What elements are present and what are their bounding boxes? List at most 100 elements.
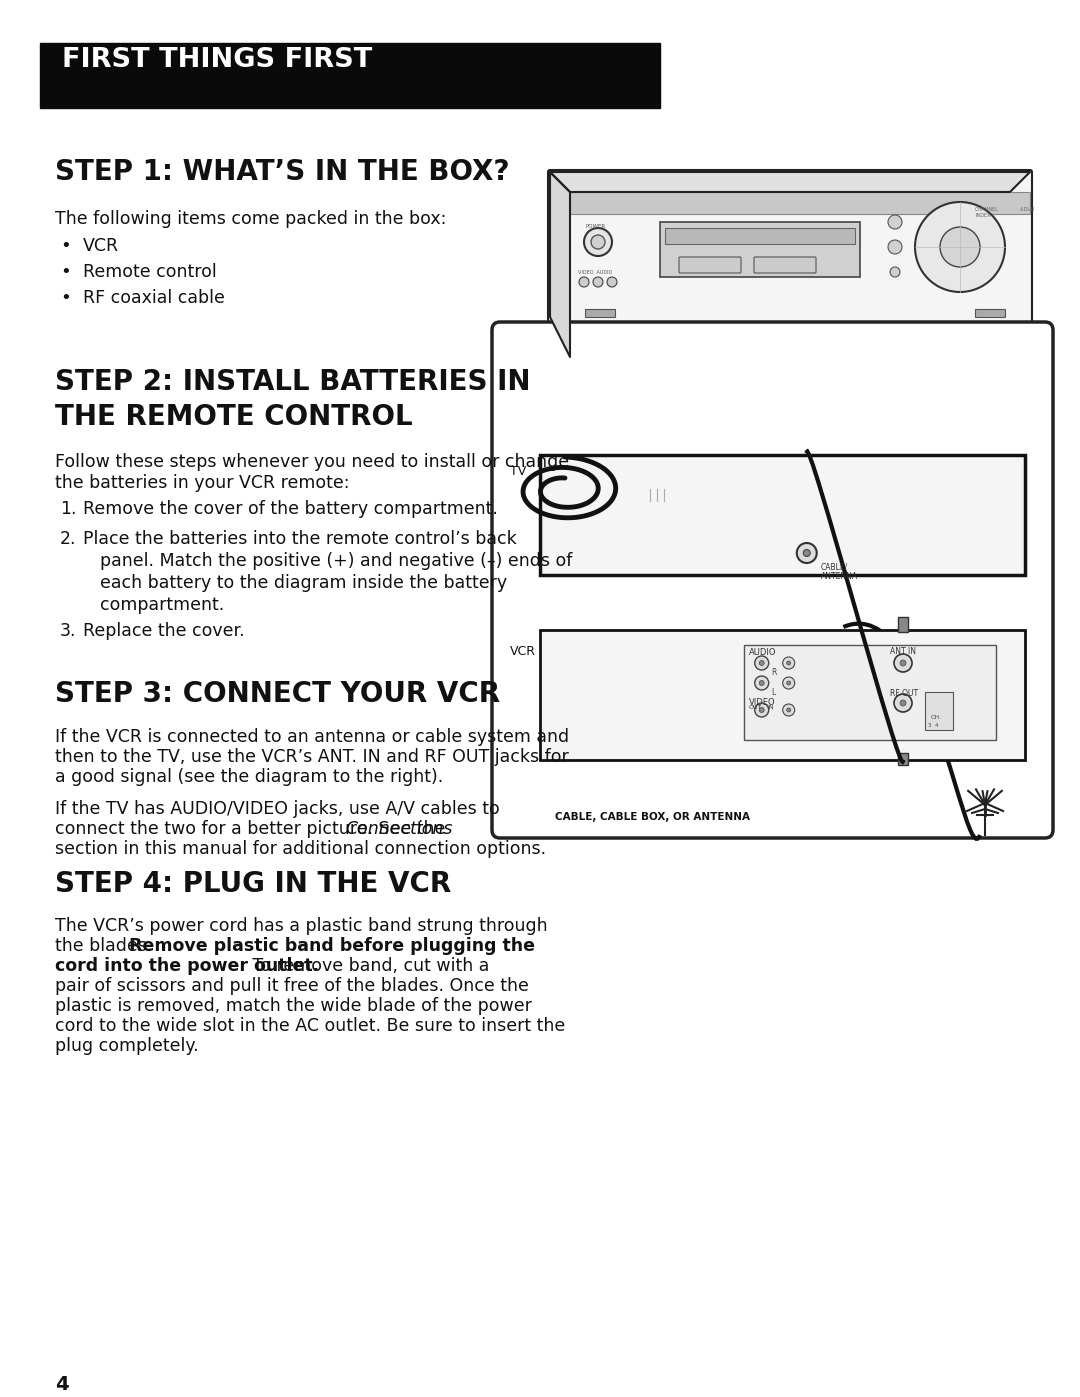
Text: connect the two for a better picture. See the: connect the two for a better picture. Se…	[55, 820, 450, 838]
Text: The VCR’s power cord has a plastic band strung through: The VCR’s power cord has a plastic band …	[55, 916, 548, 935]
Circle shape	[680, 492, 686, 497]
Text: each battery to the diagram inside the battery: each battery to the diagram inside the b…	[100, 574, 508, 592]
Text: compartment.: compartment.	[100, 597, 225, 615]
Circle shape	[822, 557, 838, 573]
FancyBboxPatch shape	[847, 462, 872, 482]
Circle shape	[894, 694, 912, 712]
FancyBboxPatch shape	[492, 321, 1053, 838]
FancyBboxPatch shape	[847, 507, 872, 525]
FancyBboxPatch shape	[875, 419, 900, 437]
FancyBboxPatch shape	[819, 419, 843, 437]
FancyBboxPatch shape	[847, 440, 872, 460]
Text: VCR: VCR	[510, 645, 536, 658]
Circle shape	[797, 543, 816, 563]
Circle shape	[888, 215, 902, 229]
Text: RF OUT: RF OUT	[890, 689, 918, 698]
Bar	[570, 191, 1030, 214]
Text: pair of scissors and pull it free of the blades. Once the: pair of scissors and pull it free of the…	[55, 977, 529, 995]
FancyBboxPatch shape	[819, 507, 843, 525]
Bar	[975, 309, 1005, 317]
Circle shape	[759, 680, 765, 686]
Text: Place the batteries into the remote control’s back: Place the batteries into the remote cont…	[83, 529, 516, 548]
Text: Follow these steps whenever you need to install or change
the batteries in your : Follow these steps whenever you need to …	[55, 453, 569, 492]
Circle shape	[593, 277, 603, 286]
Text: 2.: 2.	[60, 529, 77, 548]
FancyBboxPatch shape	[875, 462, 900, 482]
Text: VCR: VCR	[83, 237, 119, 256]
Text: STEP 3: CONNECT YOUR VCR: STEP 3: CONNECT YOUR VCR	[55, 680, 500, 708]
Text: FIRST THINGS FIRST: FIRST THINGS FIRST	[62, 47, 373, 73]
Text: STEP 1: WHAT’S IN THE BOX?: STEP 1: WHAT’S IN THE BOX?	[55, 158, 510, 186]
Text: •: •	[60, 237, 71, 256]
Circle shape	[900, 659, 906, 666]
Circle shape	[591, 235, 605, 249]
Text: OUT: OUT	[748, 705, 762, 710]
Bar	[665, 228, 855, 244]
Circle shape	[675, 488, 691, 503]
Text: TV: TV	[510, 465, 526, 478]
Text: 4: 4	[55, 1375, 69, 1394]
Text: cord into the power outlet.: cord into the power outlet.	[55, 957, 319, 975]
Text: CABLE/
ANTENNA: CABLE/ ANTENNA	[821, 562, 858, 581]
Circle shape	[584, 228, 612, 256]
Text: RF coaxial cable: RF coaxial cable	[83, 289, 225, 307]
Text: a good signal (see the diagram to the right).: a good signal (see the diagram to the ri…	[55, 768, 443, 787]
Bar	[585, 309, 615, 317]
Circle shape	[579, 277, 589, 286]
Circle shape	[783, 704, 795, 717]
Text: AUDIO: AUDIO	[748, 648, 777, 657]
Circle shape	[804, 549, 810, 556]
Circle shape	[878, 557, 894, 573]
Circle shape	[786, 708, 791, 712]
Circle shape	[759, 661, 765, 665]
Text: 3  4: 3 4	[929, 724, 939, 728]
Text: If the VCR is connected to an antenna or cable system and: If the VCR is connected to an antenna or…	[55, 728, 569, 746]
Text: Replace the cover.: Replace the cover.	[83, 622, 245, 640]
Circle shape	[894, 654, 912, 672]
Text: STEP 4: PLUG IN THE VCR: STEP 4: PLUG IN THE VCR	[55, 870, 451, 898]
Circle shape	[755, 703, 769, 717]
Bar	[899, 617, 908, 631]
FancyBboxPatch shape	[819, 462, 843, 482]
Text: panel. Match the positive (+) and negative (–) ends of: panel. Match the positive (+) and negati…	[100, 552, 572, 570]
Bar	[899, 753, 908, 766]
Text: If the TV has AUDIO/VIDEO jacks, use A/V cables to: If the TV has AUDIO/VIDEO jacks, use A/V…	[55, 800, 500, 819]
Text: plastic is removed, match the wide blade of the power: plastic is removed, match the wide blade…	[55, 997, 531, 1016]
Text: the blades.: the blades.	[55, 937, 158, 956]
Text: section in this manual for additional connection options.: section in this manual for additional co…	[55, 840, 546, 858]
Circle shape	[940, 226, 980, 267]
Circle shape	[759, 707, 765, 712]
Circle shape	[890, 267, 900, 277]
Bar	[40, 43, 660, 108]
FancyBboxPatch shape	[800, 355, 935, 605]
Text: then to the TV, use the VCR’s ANT. IN and RF OUT jacks for: then to the TV, use the VCR’s ANT. IN an…	[55, 747, 569, 766]
Bar	[645, 489, 675, 502]
Bar	[744, 645, 996, 740]
Text: POWER: POWER	[586, 224, 606, 229]
Polygon shape	[550, 172, 1030, 191]
Text: THE REMOTE CONTROL: THE REMOTE CONTROL	[55, 402, 413, 432]
FancyBboxPatch shape	[679, 257, 741, 272]
Text: VIDEO  AUDIO: VIDEO AUDIO	[578, 270, 612, 275]
Text: Remove the cover of the battery compartment.: Remove the cover of the battery compartm…	[83, 500, 498, 518]
Circle shape	[607, 277, 617, 286]
Text: Remote control: Remote control	[83, 263, 217, 281]
Circle shape	[863, 374, 870, 383]
Text: •: •	[60, 289, 71, 307]
Text: 3.: 3.	[60, 622, 77, 640]
FancyBboxPatch shape	[816, 374, 919, 407]
Bar	[540, 455, 1025, 576]
Circle shape	[888, 240, 902, 254]
Text: CHANNEL
INDEX: CHANNEL INDEX	[975, 207, 999, 218]
Text: The following items come packed in the box:: The following items come packed in the b…	[55, 210, 446, 228]
Text: CH.: CH.	[930, 715, 942, 719]
Text: To remove band, cut with a: To remove band, cut with a	[246, 957, 489, 975]
Text: IN: IN	[768, 705, 774, 710]
Text: R: R	[772, 668, 778, 678]
Circle shape	[900, 700, 906, 705]
Circle shape	[755, 676, 769, 690]
Circle shape	[850, 557, 866, 573]
Text: VIDEO: VIDEO	[748, 698, 775, 707]
Circle shape	[915, 203, 1005, 292]
FancyBboxPatch shape	[819, 485, 843, 503]
